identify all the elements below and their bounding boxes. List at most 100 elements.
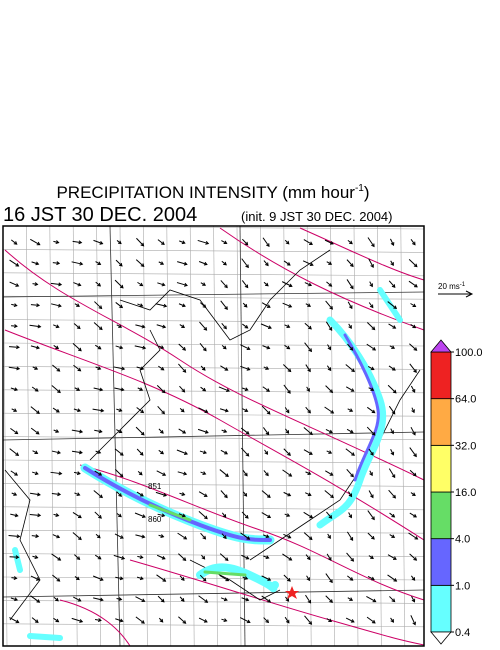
wind-arrow-head bbox=[329, 305, 334, 310]
grid-line bbox=[2, 272, 425, 277]
wind-arrow bbox=[136, 491, 144, 497]
wind-arrow-head bbox=[349, 346, 354, 351]
valid-time: 16 JST 30 DEC. 2004 bbox=[3, 204, 197, 226]
wind-arrow bbox=[304, 492, 312, 496]
wind-arrow bbox=[94, 511, 102, 519]
wind-arrow bbox=[263, 534, 269, 538]
wind-arrow-head bbox=[243, 303, 248, 308]
wind-arrow-head bbox=[57, 389, 61, 394]
wind-arrow-head bbox=[369, 304, 374, 309]
wind-arrow-head bbox=[98, 305, 103, 310]
wind-arrow bbox=[73, 282, 81, 286]
wind-arrow bbox=[52, 364, 60, 372]
wind-arrow-head bbox=[307, 471, 312, 475]
wind-arrow bbox=[388, 365, 396, 371]
wind-arrow-head bbox=[34, 555, 39, 559]
wind-arrow bbox=[199, 302, 207, 308]
wind-arrow-head bbox=[184, 451, 188, 456]
wind-arrow bbox=[29, 514, 41, 516]
colorbar-band bbox=[430, 538, 452, 586]
wind-arrow bbox=[73, 323, 81, 329]
wind-arrow bbox=[409, 553, 417, 561]
wind-arrow bbox=[10, 470, 18, 476]
wind-arrow bbox=[262, 386, 270, 392]
wind-arrow bbox=[261, 490, 271, 498]
wind-arrow-head bbox=[182, 513, 186, 518]
major-grid-line bbox=[109, 225, 121, 647]
grid-line bbox=[2, 295, 425, 300]
wind-arrow-head bbox=[392, 389, 397, 394]
grid-line bbox=[2, 576, 425, 581]
wind-arrow-head bbox=[390, 262, 394, 267]
wind-arrow-head bbox=[36, 345, 40, 350]
wind-arrow-head bbox=[202, 387, 207, 392]
wind-arrow bbox=[53, 617, 59, 623]
wind-arrow-head bbox=[391, 474, 396, 479]
wind-arrow-head bbox=[308, 536, 313, 541]
wind-arrow bbox=[10, 387, 18, 391]
wind-arrow bbox=[199, 321, 207, 331]
wind-arrow-head bbox=[264, 451, 269, 455]
wind-arrow bbox=[30, 575, 40, 581]
wind-arrow bbox=[116, 429, 122, 433]
wind-arrow-head bbox=[14, 387, 19, 392]
wind-arrow-head bbox=[55, 240, 60, 245]
wind-arrow-head bbox=[245, 555, 250, 560]
wind-arrow-head bbox=[245, 452, 250, 457]
colorbar-band bbox=[430, 491, 452, 540]
wind-arrow bbox=[115, 618, 123, 622]
colorbar-over bbox=[430, 339, 452, 353]
wind-arrow bbox=[116, 491, 122, 497]
wind-arrow-head bbox=[55, 324, 60, 329]
wind-arrow-head bbox=[371, 243, 375, 248]
wind-arrow bbox=[73, 596, 81, 602]
wind-arrow-head bbox=[308, 325, 312, 330]
wind-arrow bbox=[9, 556, 19, 558]
wind-arrow-head bbox=[372, 598, 377, 603]
title-exponent: -1 bbox=[355, 183, 364, 194]
wind-arrow-head bbox=[348, 514, 352, 519]
wind-arrow-head bbox=[287, 390, 291, 394]
wind-arrow-head bbox=[350, 388, 355, 392]
wind-arrow bbox=[220, 449, 228, 455]
wind-arrow bbox=[262, 427, 270, 435]
wind-arrow bbox=[367, 366, 375, 370]
map: 851 860 bbox=[2, 225, 425, 647]
wind-arrow-head bbox=[350, 263, 354, 268]
colorbar-label: 100.0 bbox=[455, 347, 483, 359]
wind-arrow bbox=[261, 575, 271, 581]
wind-arrow-head bbox=[222, 345, 227, 350]
wind-arrow bbox=[346, 552, 354, 562]
wind-arrow-head bbox=[264, 282, 269, 287]
wind-arrow-head bbox=[118, 513, 122, 518]
wind-arrow-head bbox=[391, 534, 396, 538]
wind-arrow-head bbox=[13, 576, 18, 580]
wind-arrow-head bbox=[139, 576, 144, 581]
wind-arrow bbox=[31, 261, 39, 265]
wind-arrow bbox=[92, 408, 104, 412]
wind-arrow-head bbox=[13, 408, 18, 412]
wind-arrow bbox=[52, 574, 60, 582]
wind-arrow bbox=[51, 385, 61, 393]
wind-arrow-head bbox=[225, 473, 229, 478]
wind-arrow bbox=[30, 427, 40, 435]
wind-arrow-head bbox=[307, 409, 311, 414]
wind-arrow-head bbox=[118, 493, 123, 497]
wind-arrow-head bbox=[370, 452, 374, 456]
wind-arrow-head bbox=[98, 326, 103, 331]
precip-core bbox=[148, 503, 192, 522]
wind-arrow-head bbox=[393, 305, 398, 310]
wind-arrow bbox=[303, 532, 313, 540]
wind-arrow-head bbox=[329, 389, 334, 394]
wind-arrow-head bbox=[97, 261, 102, 265]
wind-arrow bbox=[240, 365, 250, 371]
grid-line bbox=[2, 600, 425, 604]
wind-arrow-head bbox=[371, 326, 376, 331]
wind-arrow bbox=[304, 322, 312, 330]
wind-arrow bbox=[114, 533, 124, 539]
wind-arrow bbox=[347, 575, 353, 581]
wind-arrow-head bbox=[34, 619, 39, 624]
major-grid-line bbox=[2, 291, 425, 298]
wind-arrow bbox=[158, 428, 164, 434]
wind-arrow bbox=[10, 239, 18, 245]
